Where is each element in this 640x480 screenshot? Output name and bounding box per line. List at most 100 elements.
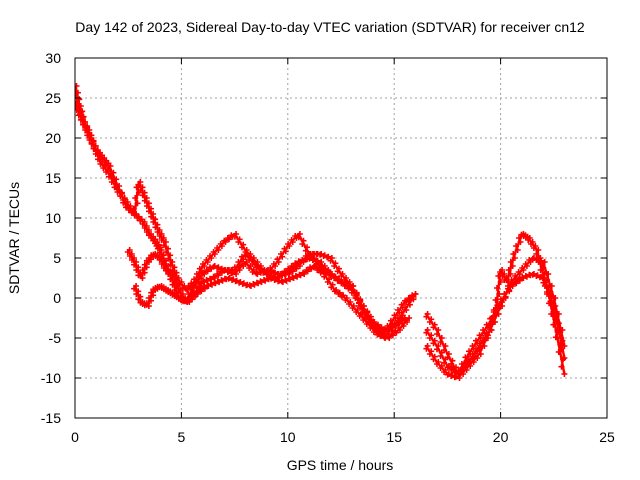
data-point [327, 272, 334, 279]
data-point [345, 285, 352, 292]
data-point [552, 334, 559, 341]
data-point [320, 265, 327, 271]
data-point [535, 259, 542, 265]
data-point [497, 296, 504, 303]
data-point [130, 205, 137, 212]
data-point [510, 251, 517, 257]
data-point [111, 184, 118, 191]
x-tick-label: 25 [599, 429, 615, 445]
data-point [274, 256, 281, 263]
data-point [364, 309, 371, 316]
data-point [541, 259, 548, 265]
data-point [260, 269, 267, 276]
data-point [235, 239, 242, 245]
data-point [367, 325, 374, 331]
data-point [200, 284, 207, 291]
data-point [103, 169, 110, 175]
data-point [456, 371, 463, 377]
data-point [281, 268, 288, 275]
data-point [480, 327, 487, 333]
data-point [256, 267, 263, 273]
data-point [154, 245, 161, 252]
y-tick-label: 15 [45, 170, 61, 186]
data-point [285, 265, 292, 272]
data-point [533, 251, 540, 257]
data-point [235, 259, 242, 265]
data-point [139, 267, 146, 273]
data-point [150, 219, 157, 225]
data-point [528, 241, 534, 247]
data-point [221, 237, 228, 244]
data-point [426, 335, 433, 341]
data-point [173, 284, 180, 291]
data-point [497, 279, 504, 285]
data-point [126, 253, 133, 259]
data-point [92, 151, 99, 157]
data-point [210, 249, 217, 255]
data-point [399, 321, 406, 327]
data-point [231, 264, 238, 271]
data-point [334, 268, 341, 275]
data-point [388, 331, 395, 337]
data-point [462, 354, 469, 361]
data-point [481, 343, 488, 349]
data-point [508, 281, 515, 288]
data-point [558, 346, 565, 353]
data-point [480, 339, 487, 345]
x-tick-label: 15 [386, 429, 402, 445]
data-point [146, 208, 152, 215]
data-point [207, 253, 213, 259]
data-point [511, 255, 518, 261]
data-point [435, 343, 442, 349]
data-point [473, 337, 479, 344]
data-point [133, 291, 140, 297]
data-point [246, 265, 253, 271]
data-point [516, 235, 522, 241]
data-point [156, 257, 163, 263]
data-point [423, 345, 430, 352]
data-point [193, 271, 200, 277]
data-point [148, 289, 155, 296]
series-layer [75, 83, 568, 381]
data-point [505, 267, 512, 273]
data-point [517, 239, 524, 245]
data-point [165, 245, 171, 252]
data-point [370, 329, 377, 335]
data-point [541, 275, 548, 281]
series-track-a [75, 83, 419, 333]
data-point [348, 289, 355, 296]
data-point [444, 364, 451, 371]
data-point [349, 305, 356, 311]
data-point [324, 279, 331, 285]
data-point [387, 325, 394, 331]
data-point [430, 340, 437, 347]
data-point [154, 229, 161, 235]
data-point [544, 289, 550, 295]
data-point [190, 292, 197, 299]
data-point [387, 317, 394, 324]
data-point [430, 356, 437, 363]
data-point [487, 315, 494, 322]
data-point [75, 101, 78, 108]
data-point [249, 269, 256, 275]
data-point [448, 367, 455, 373]
data-point [469, 357, 476, 363]
data-point [197, 287, 204, 293]
data-point [196, 265, 203, 272]
data-point [249, 261, 256, 267]
data-point [555, 320, 562, 327]
data-point [285, 241, 292, 247]
data-point [507, 259, 514, 265]
data-point [554, 329, 561, 335]
y-tick-label: 20 [45, 130, 61, 146]
data-point [494, 285, 500, 291]
data-point [494, 302, 501, 309]
data-point [270, 261, 277, 267]
data-point [466, 348, 472, 355]
data-point [483, 321, 490, 328]
data-point [338, 273, 345, 279]
data-point [398, 301, 405, 308]
data-point [224, 235, 231, 241]
data-point [406, 315, 413, 321]
